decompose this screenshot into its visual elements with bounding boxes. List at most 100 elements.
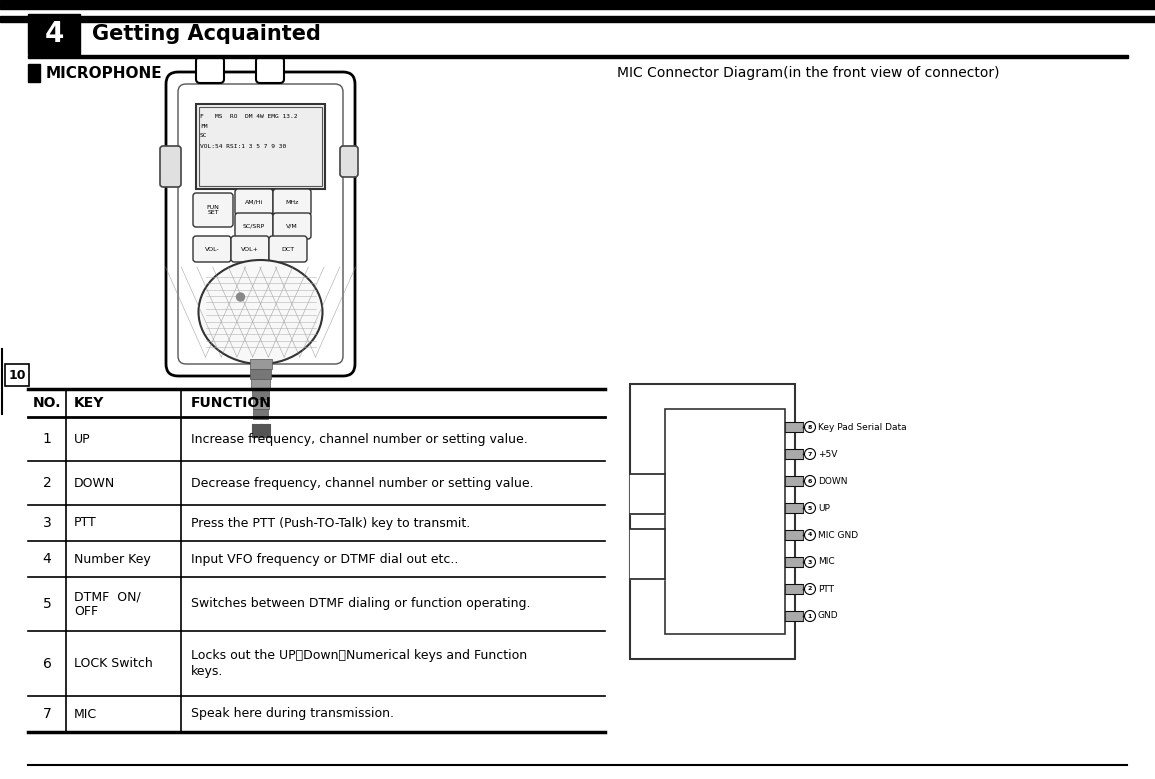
Text: NO.: NO.	[32, 396, 61, 410]
Text: DTMF  ON/
OFF: DTMF ON/ OFF	[74, 590, 141, 618]
Text: Increase frequency, channel number or setting value.: Increase frequency, channel number or se…	[191, 432, 528, 446]
Text: Switches between DTMF dialing or function operating.: Switches between DTMF dialing or functio…	[191, 597, 530, 611]
Text: Number Key: Number Key	[74, 552, 151, 566]
Bar	[785, 557, 803, 567]
Bar	[196, 104, 325, 189]
Text: 6: 6	[43, 657, 52, 671]
Text: FUN
SET: FUN SET	[207, 205, 219, 216]
FancyBboxPatch shape	[234, 189, 273, 215]
Text: Press the PTT (Push-TO-Talk) key to transmit.: Press the PTT (Push-TO-Talk) key to tran…	[191, 516, 470, 530]
Text: LOCK Switch: LOCK Switch	[74, 657, 152, 670]
Bar	[785, 476, 803, 486]
Circle shape	[805, 475, 815, 487]
Text: F   MS  RO  DM 4W EMG 13.2: F MS RO DM 4W EMG 13.2	[200, 114, 298, 119]
FancyBboxPatch shape	[166, 72, 355, 376]
Text: UP: UP	[74, 432, 90, 446]
Text: 2: 2	[43, 476, 51, 490]
Bar	[785, 449, 803, 459]
Circle shape	[805, 449, 815, 460]
Text: DCT: DCT	[282, 246, 295, 252]
Text: MIC GND: MIC GND	[818, 530, 858, 540]
Text: 4: 4	[807, 533, 812, 538]
Text: KEY: KEY	[74, 396, 104, 410]
Bar	[0, 0, 1155, 9]
FancyBboxPatch shape	[178, 84, 343, 364]
Bar	[629, 384, 795, 659]
Bar	[251, 379, 270, 389]
Bar	[785, 422, 803, 432]
Text: 4: 4	[43, 552, 51, 566]
Bar	[199, 107, 322, 186]
Text: 3: 3	[43, 516, 51, 530]
FancyBboxPatch shape	[273, 189, 311, 215]
Text: MIC Connector Diagram(in the front view of connector): MIC Connector Diagram(in the front view …	[617, 66, 999, 80]
FancyBboxPatch shape	[193, 193, 233, 227]
Bar	[251, 369, 270, 379]
Text: Key Pad Serial Data: Key Pad Serial Data	[818, 422, 907, 432]
Text: 2: 2	[807, 587, 812, 591]
Text: Decrease frequency, channel number or setting value.: Decrease frequency, channel number or se…	[191, 477, 534, 489]
Bar	[253, 409, 268, 419]
Text: MHz: MHz	[285, 199, 299, 205]
FancyBboxPatch shape	[340, 146, 358, 177]
Text: MICROPHONE: MICROPHONE	[46, 65, 163, 80]
Text: +5V: +5V	[818, 449, 837, 459]
Text: MIC: MIC	[818, 558, 835, 566]
Bar	[28, 55, 1128, 58]
Bar	[629, 529, 665, 579]
Bar	[785, 503, 803, 513]
Text: AM/Hi: AM/Hi	[245, 199, 263, 205]
Text: 7: 7	[807, 452, 812, 456]
FancyBboxPatch shape	[161, 146, 181, 187]
FancyBboxPatch shape	[234, 213, 273, 239]
Ellipse shape	[199, 260, 322, 364]
Text: 1: 1	[807, 614, 812, 619]
Text: 4: 4	[44, 20, 64, 48]
Text: 5: 5	[43, 597, 51, 611]
Circle shape	[805, 611, 815, 622]
Text: VOL-: VOL-	[204, 246, 219, 252]
Text: 8: 8	[807, 425, 812, 429]
Text: MIC: MIC	[74, 707, 97, 721]
Text: DOWN: DOWN	[818, 477, 848, 485]
Bar	[629, 474, 665, 514]
FancyBboxPatch shape	[193, 236, 231, 262]
Bar	[249, 359, 271, 369]
Text: Input VFO frequency or DTMF dial out etc..: Input VFO frequency or DTMF dial out etc…	[191, 552, 459, 566]
Bar	[785, 530, 803, 540]
Text: FM: FM	[200, 124, 208, 129]
Text: Getting Acquainted: Getting Acquainted	[92, 24, 321, 44]
FancyBboxPatch shape	[256, 57, 284, 83]
Text: FUNCTION: FUNCTION	[191, 396, 271, 410]
Text: DOWN: DOWN	[74, 477, 116, 489]
FancyBboxPatch shape	[231, 236, 269, 262]
FancyBboxPatch shape	[273, 213, 311, 239]
Bar	[0, 16, 1155, 22]
Text: 10: 10	[8, 368, 25, 382]
Circle shape	[805, 530, 815, 541]
Text: PTT: PTT	[74, 516, 97, 530]
FancyBboxPatch shape	[196, 57, 224, 83]
Text: V/M: V/M	[286, 224, 298, 228]
Bar	[28, 64, 40, 82]
Text: Speak here during transmission.: Speak here during transmission.	[191, 707, 394, 721]
Bar	[28, 14, 80, 54]
Circle shape	[805, 556, 815, 567]
Bar	[785, 611, 803, 621]
Text: 7: 7	[43, 707, 51, 721]
Text: 5: 5	[807, 506, 812, 510]
Circle shape	[805, 583, 815, 594]
Text: VOL+: VOL+	[241, 246, 259, 252]
Circle shape	[237, 293, 245, 301]
Bar	[252, 389, 269, 399]
Text: Locks out the UP、Down、Numerical keys and Function
keys.: Locks out the UP、Down、Numerical keys and…	[191, 650, 527, 678]
Text: 6: 6	[807, 478, 812, 484]
Bar	[665, 409, 785, 634]
FancyBboxPatch shape	[269, 236, 307, 262]
Text: PTT: PTT	[818, 584, 834, 594]
Bar	[253, 399, 268, 409]
Text: UP: UP	[818, 503, 830, 513]
Bar	[785, 584, 803, 594]
Text: 1: 1	[43, 432, 52, 446]
Text: VOL:54 RSI:1 3 5 7 9 30: VOL:54 RSI:1 3 5 7 9 30	[200, 144, 286, 149]
